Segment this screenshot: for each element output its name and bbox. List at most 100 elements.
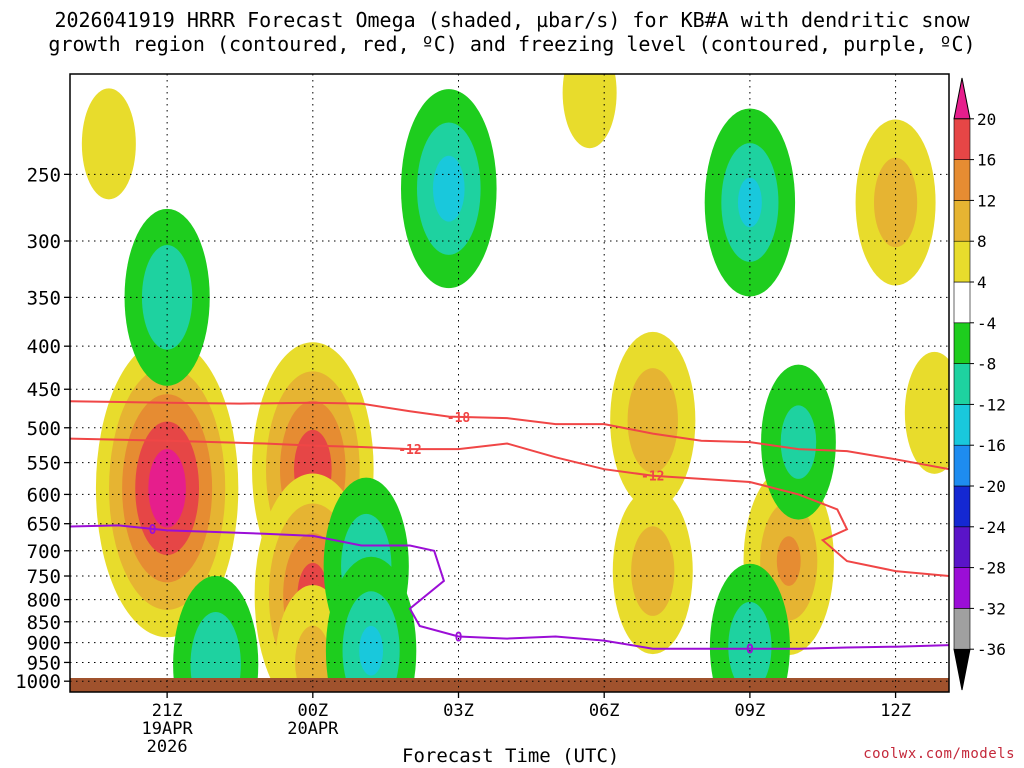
colorbar-end-triangle bbox=[953, 77, 971, 120]
chart-title: 2026041919 HRRR Forecast Omega (shaded, … bbox=[48, 8, 976, 56]
omega-feature bbox=[612, 488, 693, 655]
colorbar-segment bbox=[953, 200, 971, 242]
y-tick-label: 900 bbox=[27, 633, 61, 655]
x-tick-label: 20APR bbox=[287, 719, 339, 739]
y-tick-label: 950 bbox=[27, 652, 61, 674]
omega-feature bbox=[704, 108, 796, 297]
contour-label: -18 bbox=[447, 411, 471, 426]
omega-band bbox=[359, 625, 384, 676]
omega-feature bbox=[855, 119, 936, 286]
x-tick-label: 00Z bbox=[297, 701, 328, 721]
colorbar-segment bbox=[953, 526, 971, 568]
omega-feature bbox=[173, 575, 259, 692]
colorbar-segment bbox=[953, 281, 971, 324]
colorbar-label: -16 bbox=[977, 436, 1006, 455]
omega-band bbox=[728, 601, 772, 692]
contour-label: 0 bbox=[149, 523, 157, 538]
colorbar-label: 16 bbox=[977, 151, 996, 170]
omega-band bbox=[904, 351, 949, 474]
contour-label: -12 bbox=[641, 470, 664, 485]
omega-band bbox=[295, 625, 331, 692]
omega-feature bbox=[610, 331, 696, 509]
x-tick-label: 12Z bbox=[880, 701, 911, 721]
omega-feature bbox=[562, 74, 617, 149]
omega-feature bbox=[400, 89, 497, 289]
y-tick-label: 450 bbox=[27, 379, 61, 401]
omega-feature bbox=[904, 351, 949, 474]
contour-lines: -18 -12 -12 0 0 0 bbox=[70, 400, 949, 658]
isotherm-line bbox=[70, 524, 949, 650]
plot-frame bbox=[69, 73, 950, 693]
omega-band bbox=[627, 368, 678, 473]
colorbar-label: -12 bbox=[977, 395, 1006, 414]
colorbar: -36 -32 -28 -24 -20 -16 -12 -8 -4 4 8 12 16 20 bbox=[953, 77, 1006, 691]
colorbar-segment bbox=[953, 240, 971, 283]
x-tick-label: 21Z bbox=[152, 701, 183, 721]
y-tick-label: 700 bbox=[27, 541, 61, 563]
y-tick-label: 350 bbox=[27, 287, 61, 309]
grid bbox=[70, 74, 949, 692]
omega-feature bbox=[709, 563, 790, 692]
x-tick-label: 09Z bbox=[735, 701, 766, 721]
colorbar-label: 12 bbox=[977, 191, 996, 210]
colorbar-segment bbox=[953, 322, 971, 364]
omega-band bbox=[780, 405, 817, 479]
x-tick-label: 19APR bbox=[142, 719, 194, 739]
omega-band bbox=[190, 612, 241, 692]
colorbar-segment bbox=[953, 608, 971, 650]
colorbar-label: -24 bbox=[977, 518, 1006, 537]
colorbar-segment bbox=[953, 159, 971, 201]
colorbar-label: -28 bbox=[977, 559, 1006, 578]
y-tick-label: 250 bbox=[27, 164, 61, 186]
y-tick-label: 750 bbox=[27, 566, 61, 588]
omega-feature bbox=[81, 88, 136, 200]
x-axis-title: Forecast Time (UTC) bbox=[402, 745, 620, 767]
colorbar-segment bbox=[953, 363, 971, 405]
y-tick-label: 400 bbox=[27, 336, 61, 358]
plot-area bbox=[70, 74, 949, 692]
contour-label: -12 bbox=[398, 443, 421, 458]
y-tick-label: 850 bbox=[27, 612, 61, 634]
omega-band bbox=[562, 74, 617, 149]
colorbar-segment bbox=[953, 444, 971, 487]
credit-text: coolwx.com/models bbox=[863, 746, 1015, 762]
y-tick-label: 1000 bbox=[15, 671, 61, 693]
x-tick-label: 03Z bbox=[443, 701, 474, 721]
omega-band bbox=[737, 177, 762, 228]
colorbar-end-triangle bbox=[953, 648, 971, 691]
isotherm-line bbox=[70, 400, 949, 471]
y-tick-label: 650 bbox=[27, 514, 61, 536]
colorbar-segment bbox=[953, 485, 971, 528]
omega-band bbox=[81, 88, 136, 200]
colorbar-segment bbox=[953, 118, 971, 160]
colorbar-segment bbox=[953, 567, 971, 609]
contour-label: 0 bbox=[455, 631, 463, 646]
y-tick-label: 800 bbox=[27, 590, 61, 612]
omega-band bbox=[776, 536, 801, 586]
isotherm-line bbox=[70, 437, 949, 577]
colorbar-segment bbox=[953, 404, 971, 446]
omega-feature bbox=[325, 556, 417, 692]
colorbar-label: -4 bbox=[977, 314, 996, 333]
y-tick-label: 600 bbox=[27, 484, 61, 506]
omega-band bbox=[873, 157, 918, 248]
ground-terrain bbox=[70, 678, 949, 692]
y-axis: 2503003504004505005506006507007508008509… bbox=[15, 164, 70, 693]
colorbar-label: -8 bbox=[977, 355, 996, 374]
colorbar-label: -36 bbox=[977, 640, 1006, 659]
omega-feature bbox=[761, 364, 836, 520]
y-tick-label: 300 bbox=[27, 231, 61, 253]
colorbar-label: 4 bbox=[977, 273, 987, 292]
y-tick-label: 500 bbox=[27, 418, 61, 440]
x-tick-label: 06Z bbox=[589, 701, 620, 721]
omega-band bbox=[631, 526, 675, 616]
x-tick-label: 2026 bbox=[147, 737, 188, 757]
y-tick-label: 550 bbox=[27, 453, 61, 475]
colorbar-label: 8 bbox=[977, 232, 987, 251]
contour-label: 0 bbox=[746, 643, 754, 658]
colorbar-label: -32 bbox=[977, 599, 1006, 618]
colorbar-label: -20 bbox=[977, 477, 1006, 496]
colorbar-label: 20 bbox=[977, 110, 996, 129]
